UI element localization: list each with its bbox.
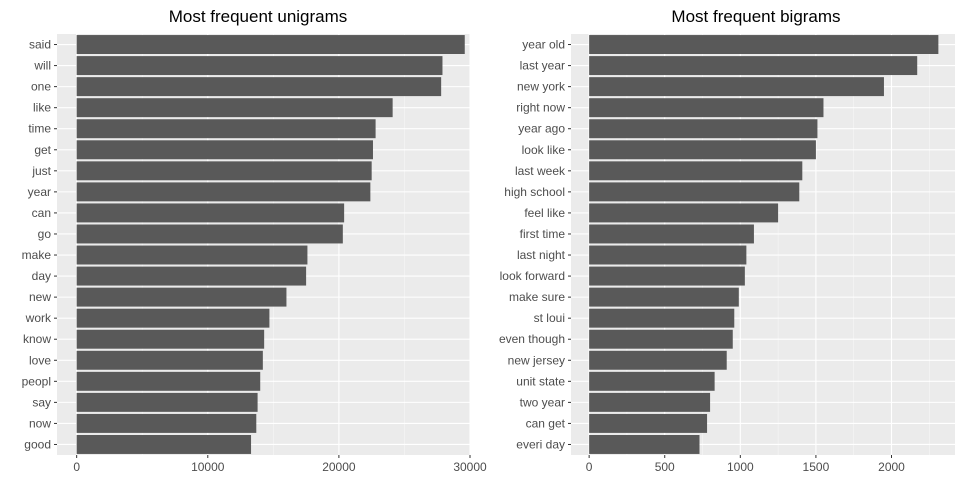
y-tick-label: last week <box>515 164 566 178</box>
bar-right-now <box>589 98 824 118</box>
y-tick-label: even though <box>499 332 565 346</box>
panel-background <box>571 34 955 455</box>
y-tick-label: first time <box>520 227 566 241</box>
chart-title: Most frequent bigrams <box>671 7 840 26</box>
bar-good <box>76 435 252 454</box>
y-tick-label: good <box>24 437 51 451</box>
y-tick-label: work <box>25 311 52 325</box>
y-tick-label: two year <box>520 395 565 409</box>
bar-love <box>76 350 263 370</box>
y-tick-label: make sure <box>509 290 565 304</box>
x-tick-label: 30000 <box>453 460 487 474</box>
bar-last-night <box>589 245 747 265</box>
bar-everi-day <box>589 435 700 454</box>
x-tick-label: 0 <box>586 460 593 474</box>
y-tick-label: high school <box>504 185 565 199</box>
bar-look-forward <box>589 266 745 286</box>
y-tick-label: look forward <box>500 269 565 283</box>
y-tick-label: year <box>28 185 51 199</box>
y-tick-label: last year <box>520 59 565 73</box>
bar-feel-like <box>589 203 779 223</box>
bar-go <box>76 224 343 244</box>
bar-unit-state <box>589 371 715 391</box>
y-tick-label: just <box>31 164 51 178</box>
bar-new-jersey <box>589 350 727 370</box>
bar-now <box>76 413 257 433</box>
bar-last-year <box>589 56 918 76</box>
y-tick-label: year ago <box>518 122 565 136</box>
y-tick-label: new <box>29 290 51 304</box>
bar-can <box>76 203 345 223</box>
y-tick-label: one <box>31 80 51 94</box>
bar-two-year <box>589 392 711 412</box>
bar-first-time <box>589 224 754 244</box>
x-tick-label: 1000 <box>727 460 754 474</box>
bar-even-though <box>589 329 733 349</box>
bar-look-like <box>589 140 816 160</box>
y-tick-label: said <box>29 38 51 52</box>
y-tick-label: last night <box>517 248 566 262</box>
y-tick-label: love <box>29 353 51 367</box>
bar-year-ago <box>589 119 818 139</box>
x-tick-label: 1500 <box>803 460 830 474</box>
y-tick-label: say <box>32 395 51 409</box>
y-tick-label: peopl <box>22 374 51 388</box>
x-tick-label: 2000 <box>878 460 905 474</box>
y-tick-label: st loui <box>534 311 565 325</box>
x-tick-label: 20000 <box>322 460 356 474</box>
bar-say <box>76 392 258 412</box>
bar-like <box>76 98 393 118</box>
bar-new <box>76 287 287 307</box>
bar-work <box>76 308 270 328</box>
bar-time <box>76 119 376 139</box>
x-tick-label: 500 <box>655 460 675 474</box>
bar-will <box>76 56 443 76</box>
y-tick-label: can get <box>526 416 566 430</box>
y-tick-label: know <box>23 332 51 346</box>
y-tick-label: new york <box>517 80 566 94</box>
bar-year <box>76 182 371 202</box>
y-tick-label: make <box>22 248 52 262</box>
y-tick-label: feel like <box>524 206 565 220</box>
y-tick-label: go <box>38 227 52 241</box>
chart-panel-2: Most frequent bigrams year old last year ne… <box>499 7 955 474</box>
bar-one <box>76 77 442 97</box>
chart-panel-1: Most frequent unigrams said will one like tim… <box>22 7 487 474</box>
bar-st-loui <box>589 308 735 328</box>
y-tick-label: time <box>28 122 51 136</box>
y-tick-label: right now <box>516 101 565 115</box>
panel-background <box>57 34 470 455</box>
bar-day <box>76 266 307 286</box>
bar-can-get <box>589 413 708 433</box>
y-tick-label: everi day <box>516 437 565 451</box>
x-tick-label: 10000 <box>191 460 225 474</box>
y-tick-label: year old <box>522 38 565 52</box>
y-tick-label: look like <box>522 143 566 157</box>
x-tick-label: 0 <box>73 460 80 474</box>
bar-make <box>76 245 308 265</box>
y-tick-label: like <box>33 101 51 115</box>
y-tick-label: get <box>34 143 51 157</box>
bar-just <box>76 161 372 181</box>
bar-said <box>76 35 465 54</box>
bar-last-week <box>589 161 803 181</box>
bar-high-school <box>589 182 800 202</box>
y-tick-label: can <box>32 206 51 220</box>
y-tick-label: day <box>32 269 51 283</box>
bar-peopl <box>76 371 261 391</box>
y-tick-label: will <box>33 59 51 73</box>
bar-make-sure <box>589 287 739 307</box>
y-tick-label: unit state <box>516 374 565 388</box>
bar-year-old <box>589 35 939 54</box>
bar-know <box>76 329 265 349</box>
y-tick-label: now <box>29 416 51 430</box>
chart-title: Most frequent unigrams <box>169 7 348 26</box>
bar-new-york <box>589 77 884 97</box>
y-tick-label: new jersey <box>508 353 565 367</box>
bar-get <box>76 140 373 160</box>
